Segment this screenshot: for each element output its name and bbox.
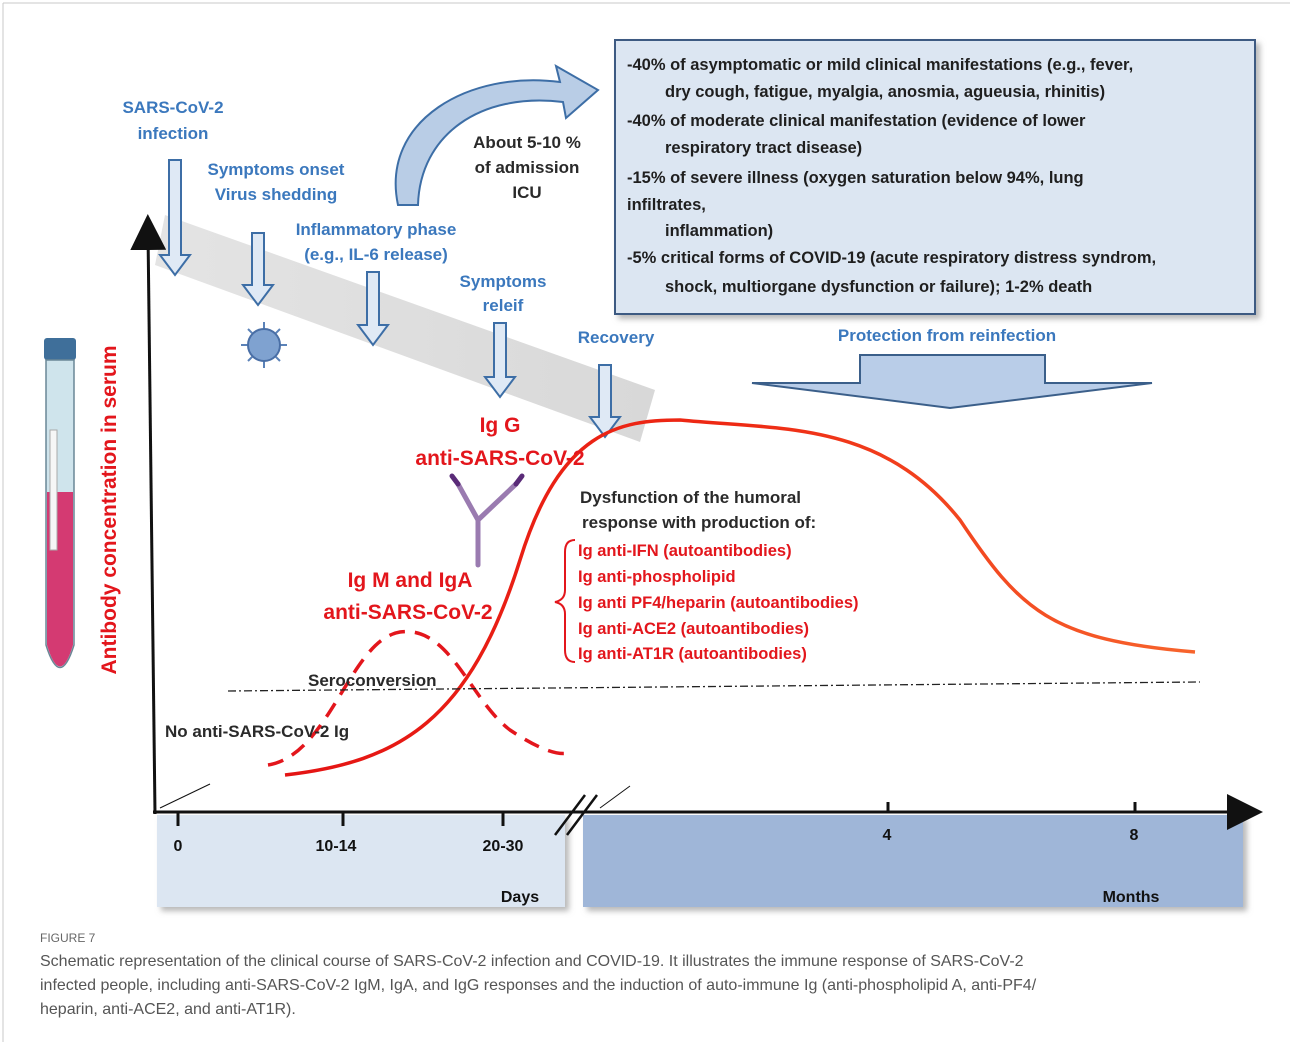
igm-iga-label: Ig M and IgA xyxy=(348,569,473,592)
dysfunction-item: Ig anti-AT1R (autoantibodies) xyxy=(578,645,807,663)
severity-line: dry cough, fatigue, myalgia, anosmia, ag… xyxy=(665,83,1105,101)
axis-break xyxy=(554,794,586,836)
icu-note: of admission xyxy=(475,158,580,177)
igm-iga-curve xyxy=(267,629,573,767)
event-label: Inflammatory phase xyxy=(296,220,457,239)
seroconversion-line xyxy=(227,681,1201,692)
icu-note: ICU xyxy=(512,183,541,202)
severity-line: infiltrates, xyxy=(627,196,706,214)
protection-label: Protection from reinfection xyxy=(838,326,1056,345)
no-ig-label: No anti-SARS-CoV-2 Ig xyxy=(165,722,349,741)
dysfunction-item: Ig anti-IFN (autoantibodies) xyxy=(578,542,792,560)
timeline-band xyxy=(155,215,655,442)
severity-line: -40% of moderate clinical manifestation … xyxy=(627,112,1086,130)
y-axis xyxy=(130,214,167,815)
arrow xyxy=(356,271,390,347)
axis-break xyxy=(566,794,598,836)
axis-mark xyxy=(599,785,631,809)
x-tick-label: 8 xyxy=(1130,827,1139,844)
days-panel xyxy=(157,815,565,907)
icu-note: About 5-10 % xyxy=(473,133,581,152)
protection-arrow xyxy=(751,354,1153,410)
severity-line: inflammation) xyxy=(665,222,773,240)
event-label: Symptoms xyxy=(460,272,547,291)
severity-line: shock, multiorgane dysfunction or failur… xyxy=(665,278,1092,296)
event-label: Virus shedding xyxy=(215,185,338,204)
dysfunction-heading: response with production of: xyxy=(582,513,816,532)
event-arrows xyxy=(158,159,622,439)
dysfunction-item: Ig anti PF4/heparin (autoantibodies) xyxy=(578,594,859,612)
arrow xyxy=(158,159,192,277)
caption-text: infected people, including anti-SARS-CoV… xyxy=(40,977,1037,994)
dysfunction-item: Ig anti-ACE2 (autoantibodies) xyxy=(578,620,809,638)
months-panel xyxy=(583,815,1243,907)
x-tick-label: 10-14 xyxy=(316,838,357,855)
axis-ticks xyxy=(176,802,1137,826)
severity-box xyxy=(614,39,1256,315)
event-label: releif xyxy=(483,296,524,315)
dysfunction-heading: Dysfunction of the humoral xyxy=(580,488,801,507)
x-unit-label: Months xyxy=(1103,889,1160,906)
igg-label: Ig G xyxy=(480,414,521,437)
y-axis-label: Antibody concentration in serum xyxy=(98,345,121,674)
x-tick-label: 20-30 xyxy=(483,838,524,855)
antibody-icon xyxy=(449,473,525,568)
event-label: Symptoms onset xyxy=(208,160,345,179)
event-label: Recovery xyxy=(578,328,655,347)
arrow xyxy=(241,232,275,307)
x-tick-label: 4 xyxy=(883,827,892,844)
x-tick-label: 0 xyxy=(174,838,183,855)
test-tube xyxy=(44,338,76,668)
curved-arrow xyxy=(394,63,600,206)
seroconversion-label: Seroconversion xyxy=(308,671,437,690)
arrow xyxy=(483,322,517,399)
severity-line: -40% of asymptomatic or mild clinical ma… xyxy=(627,56,1133,74)
x-unit-label: Days xyxy=(501,889,539,906)
caption-text: heparin, anti-ACE2, and anti-AT1R). xyxy=(40,1001,296,1018)
axis-mark xyxy=(159,783,211,809)
brace xyxy=(554,539,576,663)
caption-label: FIGURE 7 xyxy=(40,931,96,945)
event-label: SARS-CoV-2 xyxy=(122,98,223,117)
event-label: (e.g., IL-6 release) xyxy=(304,245,448,264)
igg-curve xyxy=(284,418,1196,777)
virus-icon xyxy=(241,322,287,368)
dysfunction-item: Ig anti-phospholipid xyxy=(578,568,736,586)
severity-line: -5% critical forms of COVID-19 (acute re… xyxy=(627,249,1156,267)
severity-line: respiratory tract disease) xyxy=(665,139,862,157)
caption-text: Schematic representation of the clinical… xyxy=(40,953,1024,970)
arrow xyxy=(588,364,622,439)
event-label: infection xyxy=(138,124,209,143)
igm-iga-label: anti-SARS-CoV-2 xyxy=(323,601,492,624)
severity-line: -15% of severe illness (oxygen saturatio… xyxy=(627,169,1084,187)
igg-label: anti-SARS-CoV-2 xyxy=(415,447,584,470)
